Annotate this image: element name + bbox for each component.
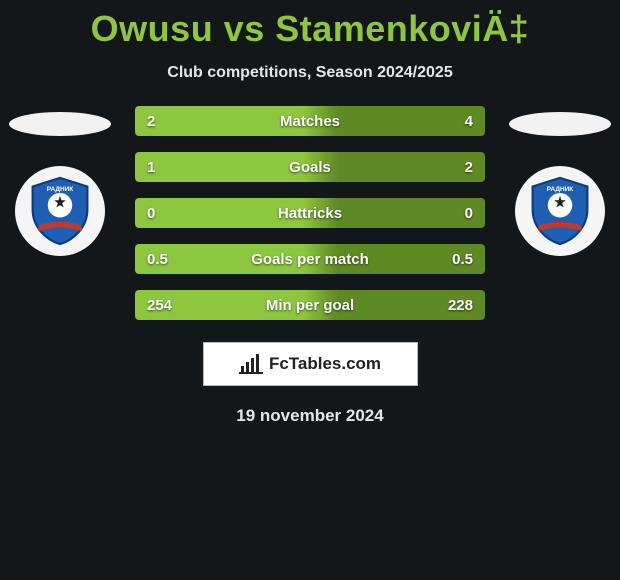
- right-club-badge: РАДНИК: [515, 166, 605, 256]
- shield-icon: РАДНИК: [524, 175, 596, 247]
- attribution-box: FcTables.com: [203, 342, 418, 386]
- page-title: Owusu vs StamenkoviÄ‡: [0, 0, 620, 50]
- stat-label: Goals per match: [135, 251, 485, 268]
- stat-row: 254Min per goal228: [135, 290, 485, 320]
- svg-text:РАДНИК: РАДНИК: [547, 186, 574, 193]
- stat-row: 0.5Goals per match0.5: [135, 244, 485, 274]
- stat-left-value: 1: [147, 159, 155, 176]
- svg-text:РАДНИК: РАДНИК: [47, 186, 74, 193]
- left-club-badge: РАДНИК: [15, 166, 105, 256]
- stat-label: Matches: [135, 113, 485, 130]
- left-player-column: РАДНИК: [0, 106, 120, 256]
- stat-right-value: 228: [448, 297, 473, 314]
- date-text: 19 november 2024: [0, 406, 620, 426]
- stat-left-value: 2: [147, 113, 155, 130]
- left-player-photo-placeholder: [9, 112, 111, 136]
- stat-label: Hattricks: [135, 205, 485, 222]
- stats-table: 2Matches41Goals20Hattricks00.5Goals per …: [135, 106, 485, 320]
- right-player-photo-placeholder: [509, 112, 611, 136]
- stat-row: 2Matches4: [135, 106, 485, 136]
- stat-right-value: 4: [465, 113, 473, 130]
- right-player-column: РАДНИК: [500, 106, 620, 256]
- stat-right-value: 0: [465, 205, 473, 222]
- shield-icon: РАДНИК: [24, 175, 96, 247]
- stat-label: Min per goal: [135, 297, 485, 314]
- bar-chart-icon: [239, 354, 263, 374]
- stat-left-value: 0: [147, 205, 155, 222]
- stat-left-value: 0.5: [147, 251, 168, 268]
- stat-row: 0Hattricks0: [135, 198, 485, 228]
- stat-right-value: 0.5: [452, 251, 473, 268]
- stat-row: 1Goals2: [135, 152, 485, 182]
- stat-left-value: 254: [147, 297, 172, 314]
- subtitle: Club competitions, Season 2024/2025: [0, 64, 620, 82]
- attribution-text: FcTables.com: [269, 354, 381, 374]
- stat-label: Goals: [135, 159, 485, 176]
- comparison-content: РАДНИК РАДНИК 2Matches41Goals20Hattricks…: [0, 106, 620, 320]
- stat-right-value: 2: [465, 159, 473, 176]
